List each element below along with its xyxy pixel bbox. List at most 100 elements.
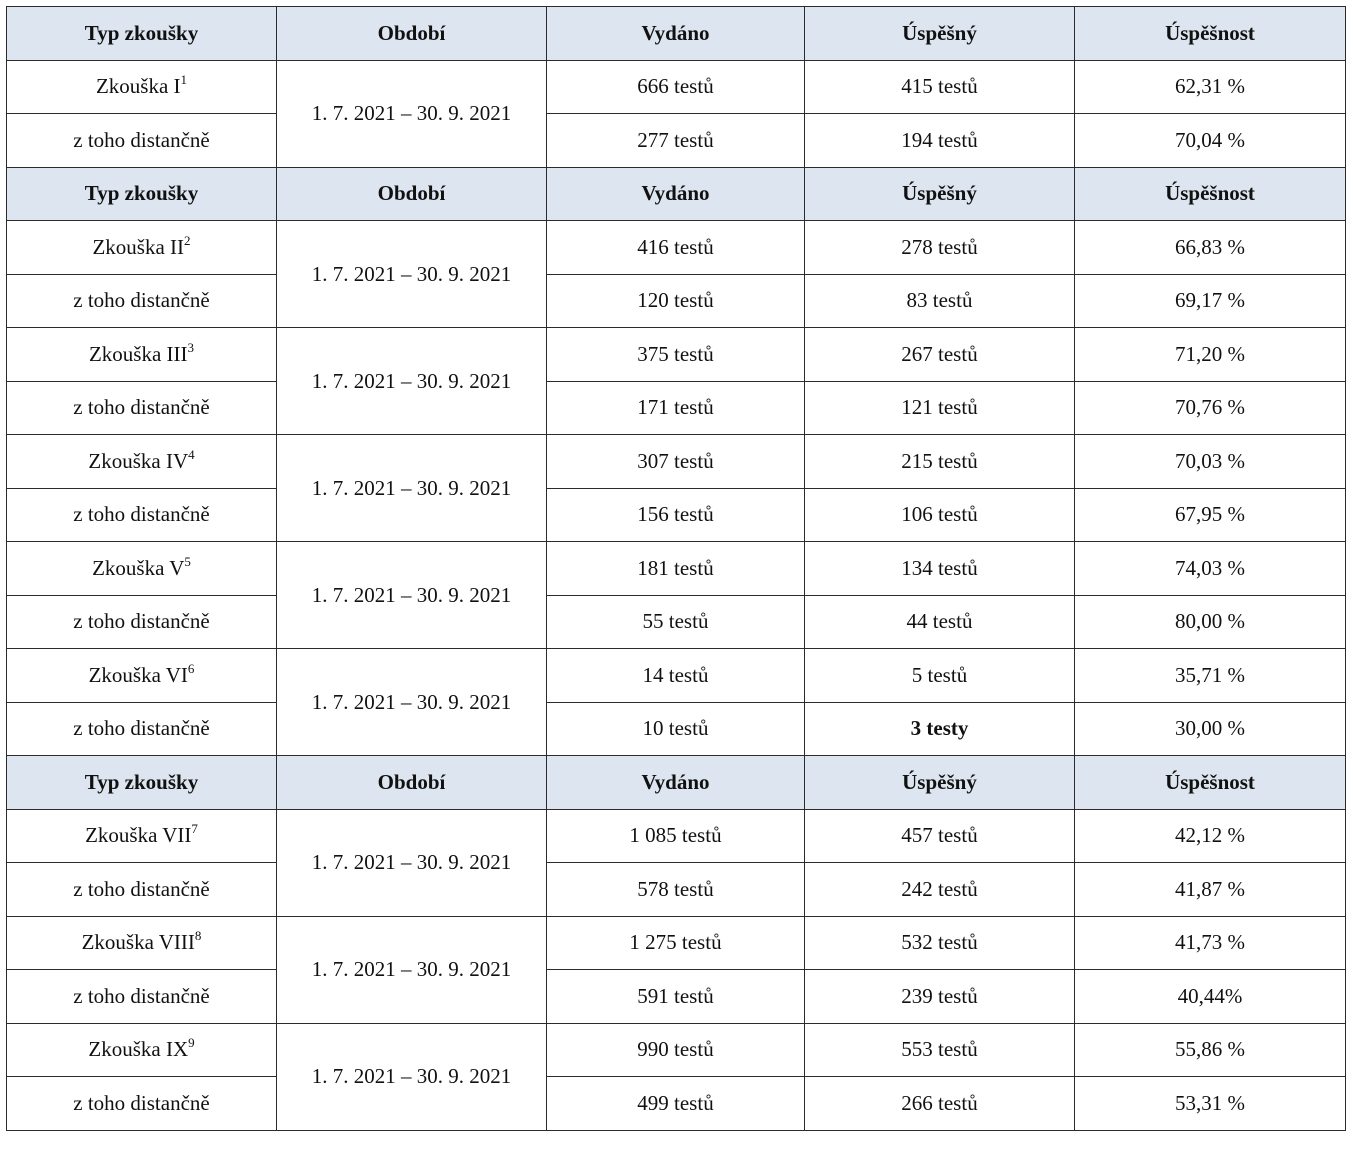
period-cell: 1. 7. 2021 – 30. 9. 2021 bbox=[276, 327, 547, 435]
table-row: Zkouška VII7 1. 7. 2021 – 30. 9. 2021 1 08… bbox=[6, 808, 1346, 917]
rate-cell: 69,17 % bbox=[1074, 273, 1346, 328]
exam-type-cell: Zkouška VI6 bbox=[6, 648, 277, 703]
exam-name: Zkouška VII bbox=[85, 823, 192, 848]
footnote-marker: 6 bbox=[187, 660, 195, 676]
table-row: z toho distančně 591 testů 239 testů 40,44% bbox=[6, 969, 1346, 1024]
issued-cell: 307 testů bbox=[546, 434, 805, 489]
period-cell: 1. 7. 2021 – 30. 9. 2021 bbox=[276, 808, 547, 917]
footnote-marker: 9 bbox=[188, 1035, 195, 1051]
table-row: Zkouška III3 1. 7. 2021 – 30. 9. 2021 375 … bbox=[6, 327, 1346, 435]
header-row: Typ zkoušky Období Vydáno Úspěšný Úspěšnost bbox=[6, 755, 1346, 810]
rate-cell: 42,12 % bbox=[1074, 808, 1346, 863]
table-row: z toho distančně 55 testů 44 testů 80,00 % bbox=[6, 594, 1346, 649]
header-type: Typ zkoušky bbox=[6, 6, 277, 61]
rate-cell: 80,00 % bbox=[1074, 594, 1346, 649]
passed-cell: 553 testů bbox=[804, 1022, 1075, 1077]
footnote-marker: 3 bbox=[187, 339, 195, 355]
sublabel-cell: z toho distančně bbox=[6, 487, 277, 542]
rate-cell: 53,31 % bbox=[1074, 1076, 1346, 1131]
exam-type-cell: Zkouška IV4 bbox=[6, 434, 277, 489]
rate-cell: 41,87 % bbox=[1074, 862, 1346, 917]
issued-cell: 1 085 testů bbox=[546, 808, 805, 863]
rate-cell: 35,71 % bbox=[1074, 648, 1346, 703]
issued-cell: 10 testů bbox=[546, 701, 805, 756]
exam-name: Zkouška II bbox=[92, 234, 185, 259]
header-type: Typ zkoušky bbox=[6, 166, 277, 221]
issued-cell: 591 testů bbox=[546, 969, 805, 1024]
rate-cell: 70,03 % bbox=[1074, 434, 1346, 489]
passed-cell: 266 testů bbox=[804, 1076, 1075, 1131]
header-row: Typ zkoušky Období Vydáno Úspěšný Úspěšnost bbox=[6, 166, 1346, 221]
passed-cell: 239 testů bbox=[804, 969, 1075, 1024]
footnote-marker: 1 bbox=[180, 72, 188, 88]
issued-cell: 375 testů bbox=[546, 327, 805, 382]
exam-name: Zkouška I bbox=[95, 74, 181, 99]
issued-cell: 55 testů bbox=[546, 594, 805, 649]
period-cell: 1. 7. 2021 – 30. 9. 2021 bbox=[276, 1022, 547, 1131]
passed-cell: 83 testů bbox=[804, 273, 1075, 328]
exam-results-table: Typ zkoušky Období Vydáno Úspěšný Úspěšnost Z… bbox=[6, 6, 1346, 1131]
sublabel-cell: z toho distančně bbox=[6, 969, 277, 1024]
passed-cell: 532 testů bbox=[804, 915, 1075, 970]
footnote-marker: 7 bbox=[191, 821, 198, 837]
exam-type-cell: Zkouška IX9 bbox=[6, 1022, 277, 1077]
rate-cell: 70,76 % bbox=[1074, 380, 1346, 435]
header-rate: Úspěšnost bbox=[1074, 6, 1346, 61]
header-period: Období bbox=[276, 755, 547, 810]
issued-cell: 14 testů bbox=[546, 648, 805, 703]
exam-name: Zkouška III bbox=[88, 341, 188, 366]
exam-name: Zkouška V bbox=[92, 555, 185, 580]
table-row: Zkouška IX9 1. 7. 2021 – 30. 9. 2021 990 t… bbox=[6, 1022, 1346, 1131]
sublabel-cell: z toho distančně bbox=[6, 1076, 277, 1131]
passed-cell: 134 testů bbox=[804, 541, 1075, 596]
issued-cell: 120 testů bbox=[546, 273, 805, 328]
table-row: z toho distančně 156 testů 106 testů 67,95 … bbox=[6, 487, 1346, 542]
issued-cell: 181 testů bbox=[546, 541, 805, 596]
issued-cell: 156 testů bbox=[546, 487, 805, 542]
rate-cell: 30,00 % bbox=[1074, 701, 1346, 756]
footnote-marker: 4 bbox=[188, 446, 195, 462]
period-cell: 1. 7. 2021 – 30. 9. 2021 bbox=[276, 915, 547, 1024]
sublabel-cell: z toho distančně bbox=[6, 380, 277, 435]
exam-type-cell: Zkouška V5 bbox=[6, 541, 277, 596]
table-row: Zkouška VIII8 1. 7. 2021 – 30. 9. 2021 1 2… bbox=[6, 915, 1346, 1024]
issued-cell: 277 testů bbox=[546, 113, 805, 168]
header-issued: Vydáno bbox=[546, 6, 805, 61]
rate-cell: 55,86 % bbox=[1074, 1022, 1346, 1077]
rate-cell: 62,31 % bbox=[1074, 59, 1346, 114]
table-row: Zkouška V5 1. 7. 2021 – 30. 9. 2021 181 te… bbox=[6, 541, 1346, 649]
header-period: Období bbox=[276, 6, 547, 61]
table-row: Zkouška IV4 1. 7. 2021 – 30. 9. 2021 307 t… bbox=[6, 434, 1346, 542]
header-rate: Úspěšnost bbox=[1074, 755, 1346, 810]
header-passed: Úspěšný bbox=[804, 166, 1075, 221]
exam-name: Zkouška VIII bbox=[81, 930, 195, 955]
table-row: Zkouška I1 1. 7. 2021 – 30. 9. 2021 666 te… bbox=[6, 59, 1346, 168]
exam-name: Zkouška VI bbox=[88, 662, 188, 687]
rate-cell: 67,95 % bbox=[1074, 487, 1346, 542]
header-passed: Úspěšný bbox=[804, 6, 1075, 61]
rate-cell: 40,44% bbox=[1074, 969, 1346, 1024]
passed-cell: 3 testy bbox=[804, 701, 1075, 756]
header-rate: Úspěšnost bbox=[1074, 166, 1346, 221]
issued-cell: 666 testů bbox=[546, 59, 805, 114]
header-issued: Vydáno bbox=[546, 166, 805, 221]
header-row: Typ zkoušky Období Vydáno Úspěšný Úspěšnost bbox=[6, 6, 1346, 61]
issued-cell: 416 testů bbox=[546, 220, 805, 275]
passed-cell: 242 testů bbox=[804, 862, 1075, 917]
sublabel-cell: z toho distančně bbox=[6, 862, 277, 917]
passed-cell: 278 testů bbox=[804, 220, 1075, 275]
table-row: z toho distančně 171 testů 121 testů 70,76 … bbox=[6, 380, 1346, 435]
footnote-marker: 2 bbox=[184, 232, 191, 248]
period-cell: 1. 7. 2021 – 30. 9. 2021 bbox=[276, 541, 547, 649]
exam-type-cell: Zkouška I1 bbox=[6, 59, 277, 114]
issued-cell: 990 testů bbox=[546, 1022, 805, 1077]
sublabel-cell: z toho distančně bbox=[6, 594, 277, 649]
passed-cell: 194 testů bbox=[804, 113, 1075, 168]
footnote-marker: 5 bbox=[184, 553, 191, 569]
issued-cell: 578 testů bbox=[546, 862, 805, 917]
passed-cell: 415 testů bbox=[804, 59, 1075, 114]
exam-name: Zkouška IV bbox=[88, 448, 189, 473]
table-row: z toho distančně 277 testů 194 testů 70,04 … bbox=[6, 113, 1346, 168]
rate-cell: 70,04 % bbox=[1074, 113, 1346, 168]
header-issued: Vydáno bbox=[546, 755, 805, 810]
